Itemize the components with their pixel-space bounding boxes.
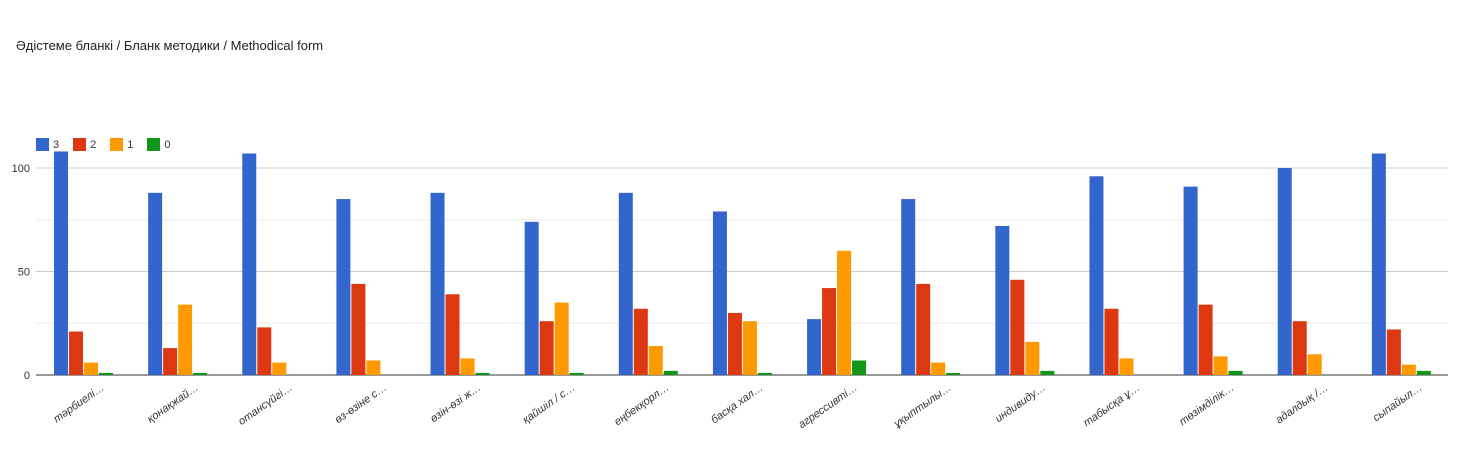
legend-item-1[interactable]: 1 <box>110 138 133 151</box>
bar-2-4[interactable] <box>351 283 366 375</box>
bar-3-6[interactable] <box>524 221 539 375</box>
legend-label-2: 2 <box>90 138 97 151</box>
bar-3-7[interactable] <box>618 192 633 375</box>
bar-2-3[interactable] <box>257 327 272 375</box>
bar-3-15[interactable] <box>1371 153 1386 375</box>
category-label: табысқа ұ… <box>1081 382 1142 430</box>
bar-2-11[interactable] <box>1010 279 1025 375</box>
y-tick-label: 0 <box>24 370 30 382</box>
y-tick-label: 50 <box>18 267 30 279</box>
bar-0-15[interactable] <box>1416 370 1431 375</box>
bar-1-8[interactable] <box>742 321 757 375</box>
bar-3-3[interactable] <box>242 153 257 375</box>
bar-3-5[interactable] <box>430 192 445 375</box>
category-label: отансүйгі… <box>236 382 295 428</box>
category-label: агрессивті… <box>796 382 859 431</box>
bar-3-11[interactable] <box>995 225 1010 375</box>
bar-0-10[interactable] <box>946 372 961 375</box>
bar-1-5[interactable] <box>460 358 475 375</box>
bar-2-6[interactable] <box>539 321 554 375</box>
bar-2-5[interactable] <box>445 294 460 375</box>
bar-2-12[interactable] <box>1104 308 1119 375</box>
bar-3-14[interactable] <box>1277 168 1292 375</box>
bar-0-5[interactable] <box>475 372 490 375</box>
category-label: қонақжай… <box>145 382 201 426</box>
legend-item-3[interactable]: 3 <box>36 138 59 151</box>
bar-3-1[interactable] <box>54 151 68 375</box>
bar-0-7[interactable] <box>663 370 678 375</box>
bar-2-14[interactable] <box>1292 321 1307 375</box>
bar-0-6[interactable] <box>569 372 584 375</box>
legend-swatch-0 <box>147 138 161 151</box>
category-label: адалдық /… <box>1274 382 1331 427</box>
category-label: ұқыптылы… <box>891 382 954 431</box>
bar-2-10[interactable] <box>916 283 931 375</box>
bar-1-10[interactable] <box>931 362 946 375</box>
bar-3-12[interactable] <box>1089 176 1104 375</box>
bar-2-15[interactable] <box>1386 329 1401 375</box>
legend-swatch-2 <box>73 138 87 151</box>
bar-3-4[interactable] <box>336 199 351 375</box>
chart-title: Әдістеме бланкі / Бланк методики / Metho… <box>16 38 324 53</box>
legend-swatch-1 <box>110 138 124 151</box>
legend-label-0: 0 <box>164 138 171 151</box>
bar-2-2[interactable] <box>163 348 178 375</box>
bar-3-13[interactable] <box>1183 186 1198 375</box>
bar-3-9[interactable] <box>807 319 822 375</box>
legend: 3 2 1 0 <box>36 138 171 151</box>
bar-2-1[interactable] <box>69 331 83 375</box>
bar-0-11[interactable] <box>1040 370 1055 375</box>
bar-1-4[interactable] <box>366 360 381 375</box>
legend-item-2[interactable]: 2 <box>73 138 96 151</box>
legend-label-1: 1 <box>127 138 134 151</box>
legend-swatch-3 <box>36 138 49 151</box>
bar-1-1[interactable] <box>84 362 98 375</box>
bar-2-8[interactable] <box>727 312 742 375</box>
bar-1-12[interactable] <box>1119 358 1134 375</box>
bar-1-14[interactable] <box>1307 354 1322 375</box>
bar-1-11[interactable] <box>1025 341 1040 375</box>
legend-item-0[interactable]: 0 <box>147 138 171 151</box>
bar-1-7[interactable] <box>648 346 663 375</box>
category-label: өзін-өзі ж… <box>428 382 483 426</box>
bar-2-9[interactable] <box>822 288 837 375</box>
bar-3-8[interactable] <box>712 211 727 375</box>
category-label: төзімділік… <box>1177 382 1236 428</box>
category-label: қайшіл / с… <box>521 382 578 427</box>
category-label: басқа хал… <box>709 382 766 427</box>
bar-2-13[interactable] <box>1198 304 1213 375</box>
bar-0-2[interactable] <box>193 372 208 375</box>
legend-label-3: 3 <box>53 138 60 151</box>
bar-1-6[interactable] <box>554 302 569 375</box>
bar-0-1[interactable] <box>99 372 113 375</box>
bar-1-15[interactable] <box>1401 364 1416 375</box>
category-label: тәрбиелі… <box>51 382 106 426</box>
bar-1-13[interactable] <box>1213 356 1228 375</box>
y-tick-label: 100 <box>12 163 30 175</box>
bar-3-10[interactable] <box>901 199 916 375</box>
bar-0-8[interactable] <box>757 372 772 375</box>
bar-1-9[interactable] <box>837 250 852 375</box>
category-label: өз-өзіне с… <box>333 382 389 426</box>
bar-0-9[interactable] <box>852 360 867 375</box>
bar-1-3[interactable] <box>272 362 287 375</box>
bar-3-2[interactable] <box>148 192 163 375</box>
category-label: индивиду… <box>993 382 1048 425</box>
bar-0-13[interactable] <box>1228 370 1243 375</box>
category-label: сыпайыл… <box>1371 382 1425 425</box>
bar-2-7[interactable] <box>633 308 648 375</box>
bar-1-2[interactable] <box>178 304 193 375</box>
category-label: еңбекқорл… <box>612 382 671 429</box>
